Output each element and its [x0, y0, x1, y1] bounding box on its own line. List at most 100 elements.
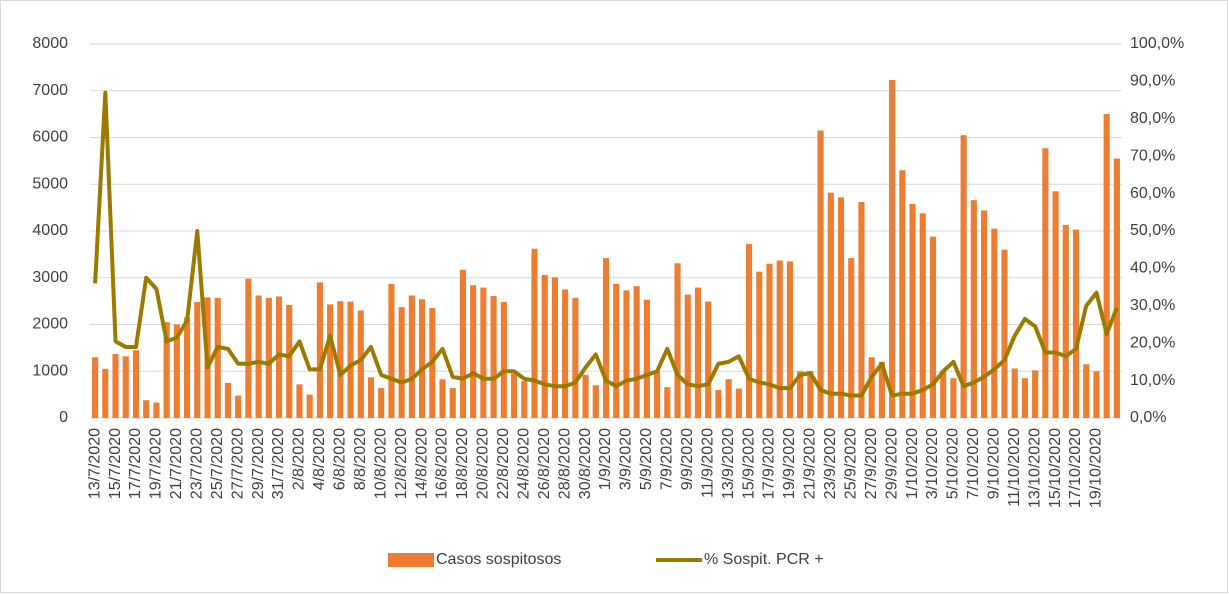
x-tick-label: 12/8/2020 — [393, 428, 410, 499]
bar — [398, 307, 405, 418]
bar — [848, 258, 855, 418]
bar — [1001, 249, 1008, 418]
x-tick-label: 25/7/2020 — [209, 428, 226, 499]
y-tick-label: 6000 — [32, 129, 68, 146]
x-tick-label: 2/8/2020 — [291, 428, 308, 490]
bar — [572, 297, 579, 418]
x-tick-label: 15/10/2020 — [1047, 428, 1064, 508]
y2-tick-label: 20,0% — [1130, 334, 1175, 351]
bar — [827, 192, 834, 418]
x-tick-label: 24/8/2020 — [515, 428, 532, 499]
bar — [296, 384, 303, 418]
bar — [1032, 370, 1039, 418]
x-tick-label: 23/9/2020 — [822, 428, 839, 499]
bar — [684, 294, 691, 418]
x-tick-label: 21/7/2020 — [168, 428, 185, 499]
y-tick-label: 5000 — [32, 175, 68, 192]
bar — [725, 379, 732, 418]
bar — [623, 290, 630, 418]
bar — [449, 388, 456, 418]
x-tick-label: 13/9/2020 — [720, 428, 737, 499]
bar — [521, 381, 528, 418]
x-tick-label: 16/8/2020 — [434, 428, 451, 499]
bar — [132, 350, 140, 418]
bar — [960, 135, 967, 418]
bar — [878, 361, 885, 418]
bar — [500, 302, 507, 418]
bar — [347, 301, 354, 418]
bar — [388, 283, 395, 418]
bar — [786, 261, 793, 418]
bar — [419, 299, 426, 418]
bar — [245, 278, 252, 418]
bar — [367, 377, 375, 418]
bar — [122, 356, 129, 418]
y2-tick-label: 0,0% — [1130, 409, 1166, 426]
bar — [265, 297, 272, 418]
bar — [817, 130, 824, 419]
x-tick-label: 26/8/2020 — [536, 428, 553, 499]
bar — [899, 170, 906, 418]
bar — [950, 378, 957, 418]
x-tick-label: 31/7/2020 — [270, 428, 287, 499]
x-tick-label: 14/8/2020 — [413, 428, 430, 499]
x-tick-label: 17/7/2020 — [127, 428, 144, 499]
y2-tick-label: 50,0% — [1130, 222, 1175, 239]
bar — [112, 353, 119, 418]
y-tick-label: 8000 — [32, 35, 68, 52]
bar — [970, 200, 977, 418]
bar — [868, 357, 875, 418]
bar — [214, 297, 221, 418]
bar — [929, 236, 937, 418]
x-tick-label: 17/9/2020 — [761, 428, 778, 499]
x-tick-label: 18/8/2020 — [454, 428, 471, 499]
x-tick-label: 19/10/2020 — [1088, 428, 1105, 508]
bar — [408, 295, 415, 418]
bar — [715, 389, 722, 418]
bar — [654, 371, 661, 418]
y2-tick-label: 100,0% — [1130, 35, 1184, 52]
bar — [286, 304, 293, 418]
y2-tick-label: 10,0% — [1130, 372, 1175, 389]
x-tick-label: 1/10/2020 — [904, 428, 921, 499]
x-tick-label: 27/9/2020 — [863, 428, 880, 499]
bar — [705, 301, 712, 418]
x-tick-label: 3/10/2020 — [924, 428, 941, 499]
bar — [327, 304, 334, 418]
bar — [255, 295, 262, 418]
bar — [1103, 114, 1110, 418]
x-tick-label: 11/9/2020 — [699, 428, 716, 498]
bar — [991, 228, 998, 418]
line — [93, 90, 1119, 398]
bar — [306, 394, 313, 418]
x-tick-label: 7/9/2020 — [659, 428, 676, 490]
bar — [531, 248, 538, 418]
bar — [919, 213, 926, 418]
x-tick-label: 9/10/2020 — [985, 428, 1002, 499]
legend-label: % Sospit. PCR + — [704, 551, 824, 568]
x-tick-label: 22/8/2020 — [495, 428, 512, 499]
bar — [643, 299, 650, 418]
legend-label: Casos sospitosos — [436, 551, 561, 568]
x-tick-label: 15/9/2020 — [740, 428, 757, 499]
bar — [940, 371, 947, 418]
x-tick-label: 6/8/2020 — [332, 428, 349, 490]
y2-tick-label: 40,0% — [1130, 260, 1175, 277]
x-tick-label: 4/8/2020 — [311, 428, 328, 490]
bar — [592, 385, 599, 418]
bar — [275, 296, 283, 418]
bar — [602, 258, 610, 418]
y-tick-label: 7000 — [32, 82, 68, 99]
y-tick-label: 0 — [59, 409, 68, 426]
x-tick-label: 21/9/2020 — [802, 428, 819, 499]
x-tick-label: 7/10/2020 — [965, 428, 982, 499]
bar — [316, 282, 323, 418]
bar — [551, 277, 558, 418]
bar — [562, 289, 569, 418]
bar — [909, 203, 916, 418]
y2-tick-label: 30,0% — [1130, 297, 1175, 314]
x-tick-label: 9/9/2020 — [679, 428, 696, 490]
bar — [153, 402, 160, 418]
x-tick-label: 19/7/2020 — [148, 428, 165, 499]
